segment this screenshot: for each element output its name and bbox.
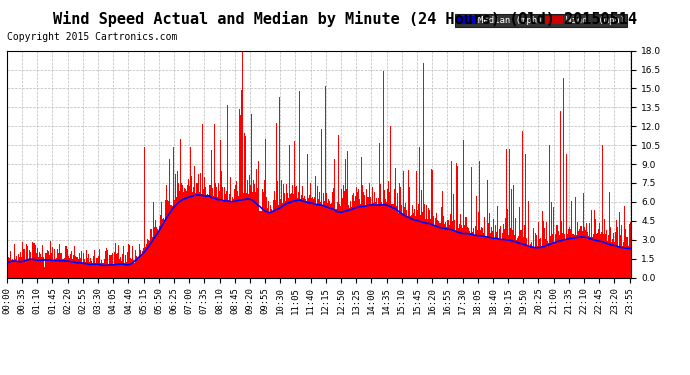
Legend: Median (mph), Wind  (mph): Median (mph), Wind (mph) <box>455 14 627 27</box>
Text: Copyright 2015 Cartronics.com: Copyright 2015 Cartronics.com <box>7 32 177 42</box>
Text: Wind Speed Actual and Median by Minute (24 Hours) (Old) 20150514: Wind Speed Actual and Median by Minute (… <box>53 11 637 27</box>
